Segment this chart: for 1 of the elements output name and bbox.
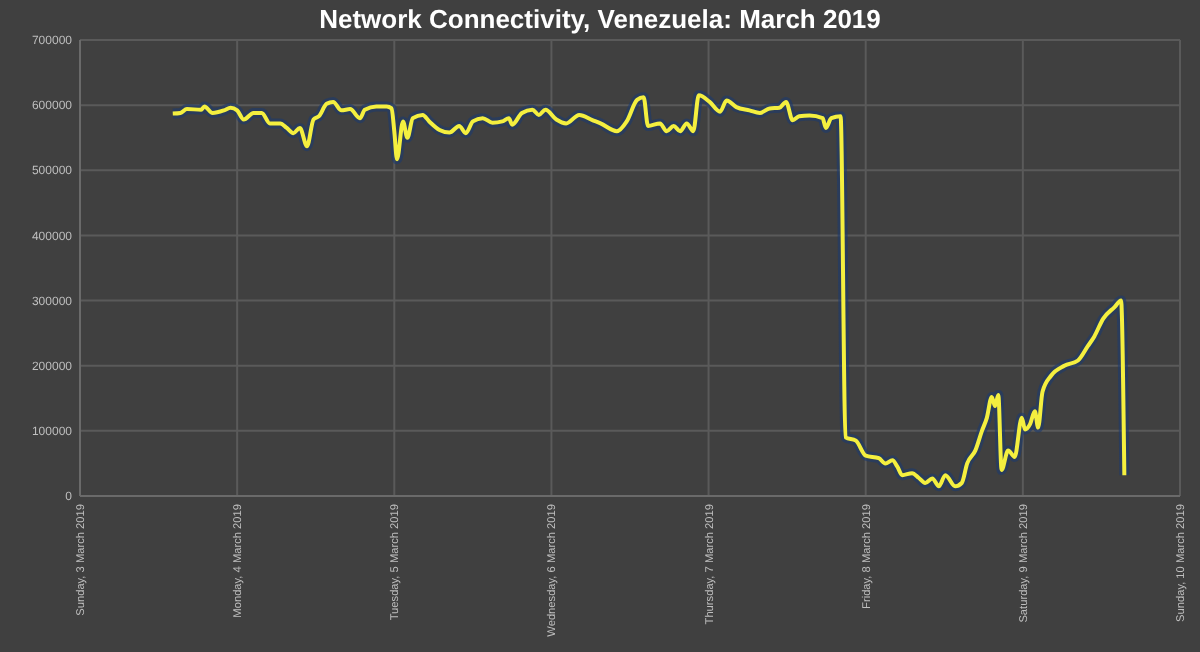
- chart-title: Network Connectivity, Venezuela: March 2019: [319, 4, 881, 34]
